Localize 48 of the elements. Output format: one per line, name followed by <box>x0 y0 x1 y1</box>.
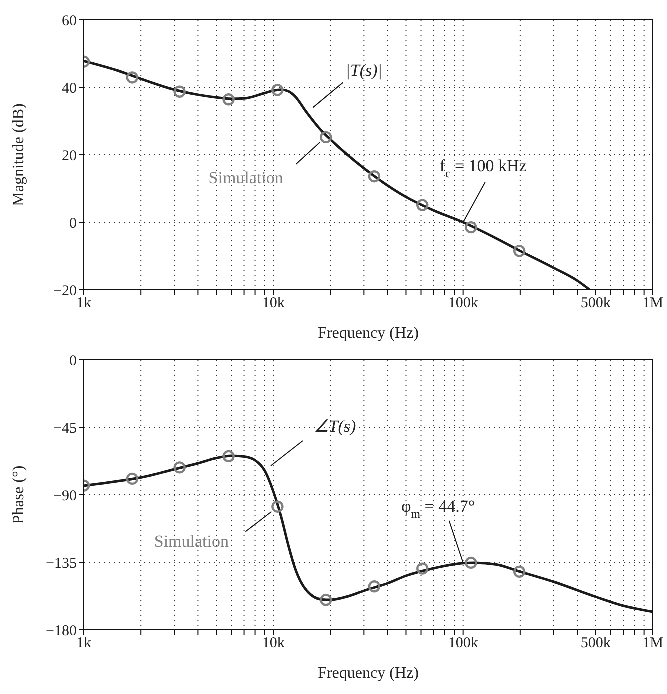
point <box>272 84 284 96</box>
y-tick-label: 0 <box>70 353 77 370</box>
point <box>126 472 139 486</box>
x-tick-label: 1k <box>76 636 92 652</box>
point <box>368 580 381 593</box>
text: Simulation <box>154 532 230 551</box>
x-tick-label: 10k <box>262 296 286 312</box>
x-tick-label: 500k <box>580 636 612 652</box>
y-tick-label: 0 <box>70 216 77 232</box>
y-tick-label: −20 <box>54 283 77 300</box>
y-tick-label: 60 <box>62 13 77 30</box>
point <box>320 594 332 606</box>
x-axis-title: Frequency (Hz) <box>318 325 419 342</box>
annotation: φ$_{m}$ = 44.7° <box>401 496 476 521</box>
x-tick-label: 100k <box>448 296 479 312</box>
y-axis-title: Magnitude (dB) <box>10 104 28 206</box>
x-tick-label: 1k <box>76 296 92 312</box>
point <box>465 221 478 234</box>
point <box>368 170 381 183</box>
y-tick-label: −45 <box>54 420 77 437</box>
y-tick-label: −135 <box>46 556 77 572</box>
point <box>174 462 186 474</box>
y-tick-label: 20 <box>62 148 77 164</box>
point <box>126 72 139 84</box>
y-axis-title: Phase (°) <box>10 466 28 524</box>
point <box>514 245 526 258</box>
y-tick-label: −180 <box>46 623 77 640</box>
y-tick-label: 40 <box>62 80 77 97</box>
x-tick-label: 1M <box>642 296 664 312</box>
text: |T(s)| <box>346 60 382 80</box>
point <box>222 450 235 463</box>
point <box>272 500 284 513</box>
point <box>514 566 526 578</box>
x-tick-label: 10k <box>262 636 286 652</box>
point <box>174 86 186 98</box>
point <box>320 131 332 144</box>
annotation: f$_{c}$ = 100 kHz <box>440 156 528 180</box>
point <box>465 556 478 570</box>
y-tick-label: −90 <box>54 488 77 504</box>
point <box>416 199 429 212</box>
point <box>222 94 235 106</box>
x-axis-title: Frequency (Hz) <box>318 665 419 682</box>
point <box>416 562 429 575</box>
x-tick-label: 1M <box>642 636 664 652</box>
x-tick-label: 100k <box>448 636 479 652</box>
x-tick-label: 500k <box>580 296 612 312</box>
text: Simulation <box>208 168 284 188</box>
text: ∠T(s) <box>314 416 357 436</box>
